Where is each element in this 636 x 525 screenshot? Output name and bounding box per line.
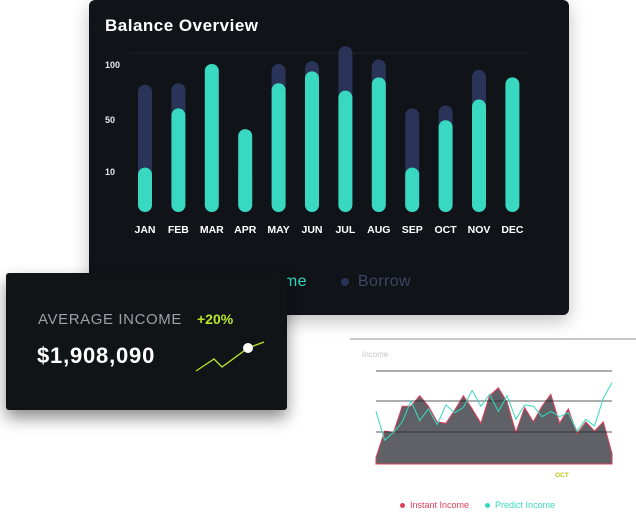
bar-income[interactable] (171, 108, 186, 212)
x-tick-label: AUG (367, 224, 390, 236)
bar-income[interactable] (238, 129, 253, 212)
x-tick-label: JAN (134, 224, 155, 236)
income-chart-panel: Income OCT Instant Income Predict Income (350, 338, 636, 525)
balance-bar-chart: 10 50 100 JAN FEB MAR APR MAY JUN JUL AUG SEP OCT NOV… (105, 46, 529, 236)
x-tick-label: MAY (267, 224, 289, 236)
x-tick-label: NOV (468, 224, 491, 236)
bar-income[interactable] (438, 120, 453, 212)
x-tick-label: SEP (402, 224, 423, 236)
income-legend: Instant Income Predict Income (400, 500, 555, 510)
bar-income[interactable] (305, 71, 319, 213)
average-income-label: AVERAGE INCOME (38, 311, 182, 328)
bar-income[interactable] (138, 167, 152, 212)
legend-item-predict[interactable]: Predict Income (485, 500, 555, 510)
predict-dot-icon (485, 502, 491, 508)
balance-overview-card: 10 50 100 JAN FEB MAR APR MAY JUN JUL AUG SEP OCT NOV… (89, 0, 569, 315)
trend-line-icon (195, 341, 265, 372)
x-tick-label: FEB (168, 224, 189, 236)
bar-income[interactable] (271, 83, 286, 213)
borrow-dot-icon (340, 278, 349, 286)
bar-income[interactable] (405, 167, 420, 212)
x-tick-label: MAR (200, 224, 224, 236)
x-tick-label: JUN (301, 224, 322, 236)
bar-income[interactable] (472, 99, 486, 212)
balance-title: Balance Overview (105, 16, 259, 35)
predict-income-line[interactable] (375, 382, 613, 442)
instant-income-area[interactable] (375, 387, 613, 465)
trend-point[interactable] (243, 343, 253, 353)
y-tick-label: 50 (105, 115, 115, 125)
instant-dot-icon (400, 502, 405, 508)
income-x-marker: OCT (555, 472, 569, 479)
legend-item-borrow[interactable]: Borrow (340, 273, 411, 291)
income-chart-title: Income (362, 350, 389, 359)
legend-label-predict: Predict Income (495, 500, 556, 510)
y-tick-label: 10 (105, 167, 115, 177)
bar-income[interactable] (505, 77, 520, 212)
income-area-chart: Income OCT (350, 338, 636, 479)
average-income-value: $1,908,090 (37, 343, 156, 368)
bar-income[interactable] (371, 77, 386, 212)
legend-item-instant[interactable]: Instant Income (400, 500, 469, 510)
legend-label-instant: Instant Income (410, 500, 470, 510)
average-income-change: +20% (197, 311, 234, 327)
legend-label-borrow: Borrow (357, 273, 411, 290)
x-tick-label: JUL (335, 224, 355, 236)
bar-income[interactable] (204, 64, 219, 212)
x-tick-label: APR (234, 224, 257, 236)
y-tick-label: 100 (105, 60, 120, 70)
x-tick-label: DEC (501, 224, 524, 236)
average-income-card: AVERAGE INCOME +20% $1,908,090 (6, 273, 287, 410)
bar-income[interactable] (338, 90, 353, 212)
x-tick-label: OCT (435, 224, 458, 236)
